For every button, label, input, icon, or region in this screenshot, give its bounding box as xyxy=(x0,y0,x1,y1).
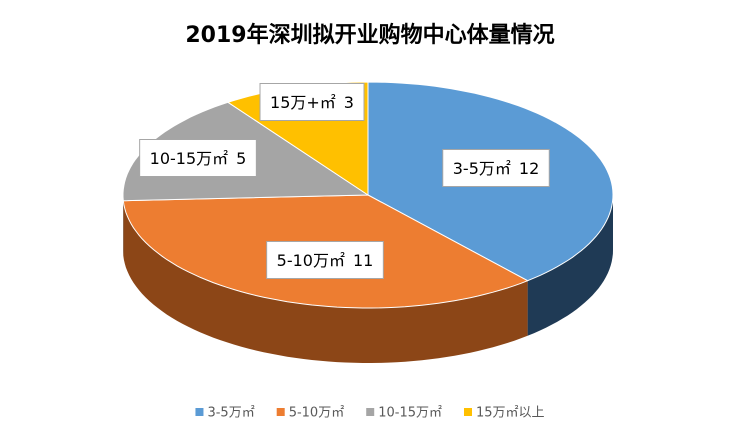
data-label: 15万+㎡ 3 xyxy=(259,83,365,121)
data-label-box xyxy=(139,139,257,177)
data-label-text: 10-15万㎡ 5 xyxy=(150,149,247,168)
data-label-text: 5-10万㎡ 11 xyxy=(277,251,374,270)
data-label-box xyxy=(442,149,550,187)
chart-title: 2019年深圳拟开业购物中心体量情况 xyxy=(185,22,554,48)
data-label-name: 3-5万㎡ xyxy=(453,159,511,178)
data-label-text: 15万+㎡ 3 xyxy=(270,93,354,112)
legend-label: 3-5万㎡ xyxy=(207,406,254,421)
data-label: 5-10万㎡ 11 xyxy=(266,241,384,279)
data-label-name: 5-10万㎡ xyxy=(277,251,345,270)
legend-label: 15万㎡以上 xyxy=(476,406,545,421)
legend-label: 10-15万㎡ xyxy=(378,406,442,421)
data-label: 3-5万㎡ 12 xyxy=(442,149,550,187)
data-label-name: 15万+㎡ xyxy=(270,93,336,112)
pie-side xyxy=(123,200,528,363)
data-label-value: 11 xyxy=(353,251,373,270)
data-label-text: 3-5万㎡ 12 xyxy=(453,159,540,178)
data-label: 10-15万㎡ 5 xyxy=(139,139,257,177)
legend-label: 5-10万㎡ xyxy=(289,406,345,421)
data-label-value: 3 xyxy=(344,93,354,112)
legend: 3-5万㎡ 5-10万㎡ 10-15万㎡ 15万㎡以上 xyxy=(195,406,545,421)
legend-marker xyxy=(195,408,204,416)
data-label-box xyxy=(259,83,365,121)
data-label-value: 5 xyxy=(236,149,246,168)
legend-marker xyxy=(276,408,285,416)
data-label-name: 10-15万㎡ xyxy=(150,149,229,168)
data-label-box xyxy=(266,241,384,279)
legend-marker xyxy=(463,408,472,416)
legend-marker xyxy=(366,408,375,416)
data-label-value: 12 xyxy=(519,159,539,178)
pie-side xyxy=(527,195,613,336)
